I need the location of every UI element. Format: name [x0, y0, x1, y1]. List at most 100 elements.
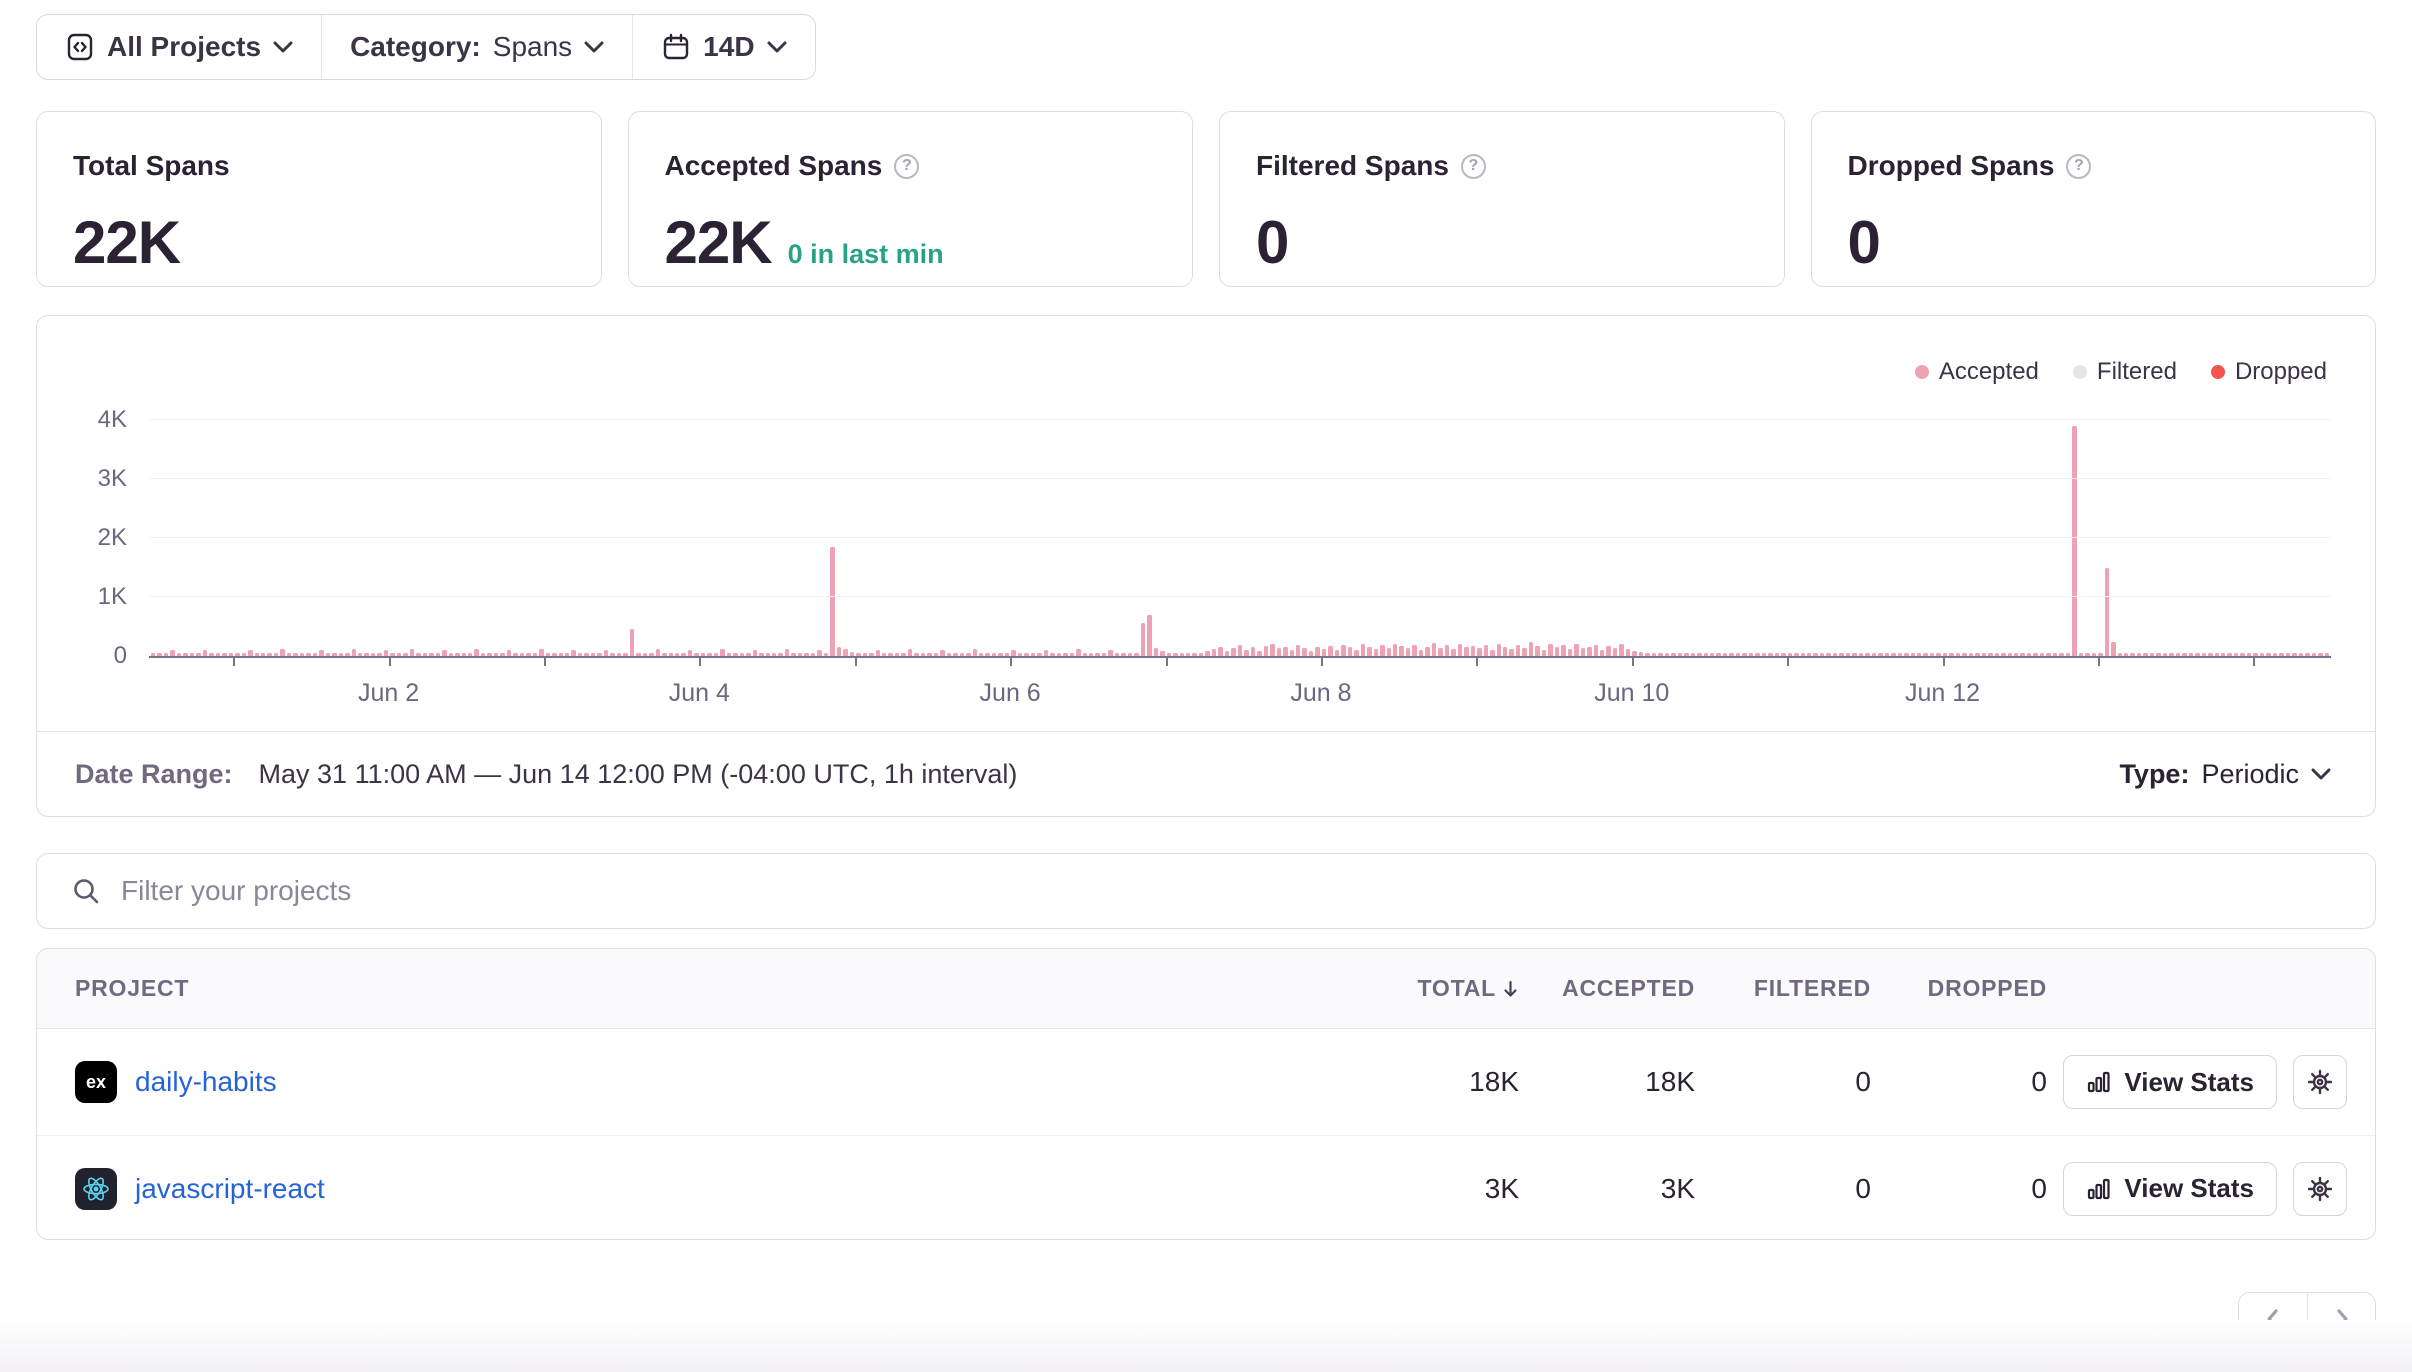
accepted-bar[interactable] [2065, 653, 2071, 656]
accepted-bar[interactable] [1988, 653, 1993, 656]
accepted-bar[interactable] [1515, 644, 1521, 656]
accepted-bar[interactable] [429, 653, 434, 656]
accepted-bar[interactable] [1865, 653, 1870, 656]
accepted-bar[interactable] [416, 653, 421, 656]
project-link[interactable]: javascript-react [135, 1172, 325, 1204]
accepted-bar[interactable] [1418, 649, 1424, 656]
accepted-bar[interactable] [1308, 650, 1314, 656]
accepted-bar[interactable] [674, 653, 680, 656]
accepted-bar[interactable] [254, 653, 259, 656]
accepted-bar[interactable] [2001, 653, 2006, 656]
accepted-bar[interactable] [655, 648, 661, 656]
date-period-selector[interactable]: 14D [632, 15, 814, 79]
accepted-bar[interactable] [765, 653, 770, 656]
legend-item-dropped[interactable]: Dropped [2210, 358, 2327, 386]
accepted-bar[interactable] [1651, 653, 1657, 656]
accepted-bar[interactable] [2259, 653, 2265, 656]
accepted-bar[interactable] [2052, 653, 2058, 656]
accepted-bar[interactable] [713, 653, 719, 656]
accepted-bar[interactable] [1179, 653, 1184, 656]
accepted-bar[interactable] [1295, 645, 1301, 656]
accepted-bar[interactable] [1367, 646, 1372, 656]
accepted-bar[interactable] [513, 653, 518, 656]
project-filter-input[interactable] [121, 875, 2341, 907]
accepted-bar[interactable] [2246, 653, 2252, 656]
accepted-bar[interactable] [577, 653, 583, 656]
accepted-bar[interactable] [1431, 643, 1437, 656]
accepted-bar[interactable] [830, 546, 835, 656]
accepted-bar[interactable] [933, 653, 939, 656]
accepted-bar[interactable] [856, 653, 861, 656]
accepted-bar[interactable] [875, 649, 880, 656]
accepted-bar[interactable] [1742, 653, 1747, 656]
view-stats-button[interactable]: View Stats [2063, 1161, 2277, 1216]
accepted-bar[interactable] [1645, 653, 1650, 656]
accepted-bar[interactable] [163, 653, 169, 656]
accepted-bar[interactable] [1813, 653, 1818, 656]
accepted-bar[interactable] [1787, 653, 1793, 656]
accepted-bar[interactable] [914, 653, 919, 656]
accepted-bar[interactable] [1341, 644, 1346, 656]
accepted-bar[interactable] [2305, 653, 2310, 656]
accepted-bar[interactable] [396, 653, 402, 656]
accepted-bar[interactable] [1709, 653, 1715, 656]
accepted-bar[interactable] [2272, 653, 2278, 656]
accepted-bar[interactable] [2117, 653, 2122, 656]
accepted-bar[interactable] [2175, 653, 2181, 656]
accepted-bar[interactable] [1632, 650, 1637, 656]
accepted-bar[interactable] [241, 653, 247, 656]
accepted-bar[interactable] [1050, 653, 1055, 656]
accepted-bar[interactable] [1832, 653, 1838, 656]
accepted-bar[interactable] [972, 649, 977, 656]
accepted-bar[interactable] [720, 649, 725, 656]
accepted-bar[interactable] [1276, 648, 1282, 656]
accepted-bar[interactable] [610, 653, 615, 656]
accepted-bar[interactable] [752, 649, 758, 656]
accepted-bar[interactable] [849, 652, 855, 656]
accepted-bar[interactable] [532, 653, 538, 656]
accepted-bar[interactable] [1328, 645, 1333, 656]
accepted-bar[interactable] [1082, 653, 1087, 656]
accepted-bar[interactable] [1004, 653, 1010, 656]
accepted-bar[interactable] [1839, 653, 1844, 656]
legend-item-filtered[interactable]: Filtered [2072, 358, 2177, 386]
accepted-bar[interactable] [215, 653, 221, 656]
accepted-bar[interactable] [687, 649, 693, 656]
accepted-bar[interactable] [927, 653, 932, 656]
accepted-bar[interactable] [1121, 653, 1126, 656]
accepted-bar[interactable] [319, 650, 324, 656]
accepted-bar[interactable] [2149, 653, 2155, 656]
accepted-bar[interactable] [2104, 567, 2110, 656]
accepted-bar[interactable] [248, 649, 253, 656]
accepted-bar[interactable] [273, 653, 279, 656]
accepted-bar[interactable] [487, 653, 492, 656]
accepted-bar[interactable] [1528, 642, 1534, 656]
accepted-bar[interactable] [1548, 644, 1553, 656]
accepted-bar[interactable] [480, 653, 486, 656]
accepted-bar[interactable] [2182, 653, 2187, 656]
accepted-bar[interactable] [1147, 614, 1152, 656]
accepted-bar[interactable] [1108, 649, 1113, 656]
accepted-bar[interactable] [1858, 653, 1864, 656]
accepted-bar[interactable] [1587, 646, 1592, 656]
accepted-bar[interactable] [603, 650, 609, 656]
accepted-bar[interactable] [2136, 653, 2142, 656]
accepted-bar[interactable] [2130, 653, 2135, 656]
accepted-bar[interactable] [1244, 649, 1249, 656]
accepted-bar[interactable] [2201, 653, 2207, 656]
accepted-bar[interactable] [959, 653, 965, 656]
accepted-bar[interactable] [1160, 651, 1165, 656]
accepted-bar[interactable] [1781, 653, 1786, 656]
accepted-bar[interactable] [1405, 648, 1411, 656]
header-accepted[interactable]: ACCEPTED [1562, 975, 1695, 1001]
accepted-bar[interactable] [907, 648, 913, 656]
accepted-bar[interactable] [1535, 645, 1540, 656]
accepted-bar[interactable] [1373, 648, 1379, 656]
accepted-bar[interactable] [2169, 653, 2174, 656]
accepted-bar[interactable] [228, 653, 234, 656]
accepted-bar[interactable] [1878, 653, 1883, 656]
accepted-bar[interactable] [1522, 647, 1527, 656]
accepted-bar[interactable] [1037, 653, 1042, 656]
accepted-bar[interactable] [280, 648, 285, 656]
accepted-bar[interactable] [1580, 647, 1586, 656]
